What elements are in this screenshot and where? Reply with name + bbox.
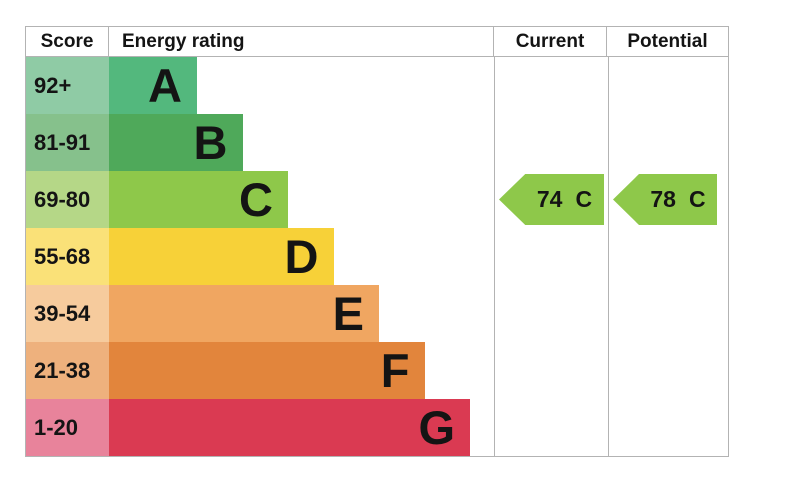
potential-rating-letter: C bbox=[688, 186, 706, 212]
band-bar-e: E bbox=[109, 285, 379, 342]
band-letter-e: E bbox=[332, 287, 364, 340]
band-letter-b: B bbox=[193, 116, 228, 169]
band-score-b: 81-91 bbox=[26, 114, 109, 171]
band-row-a: 92+ A bbox=[26, 57, 728, 114]
band-letter-c: C bbox=[239, 173, 273, 226]
header-current: Current bbox=[494, 27, 607, 56]
band-letter-a: A bbox=[148, 59, 182, 112]
potential-rating-value: 78 bbox=[650, 186, 676, 212]
band-bar-b: B bbox=[109, 114, 243, 171]
epc-header-row: Score Energy rating Current Potential bbox=[26, 27, 728, 57]
band-score-d: 55-68 bbox=[26, 228, 109, 285]
band-letter-d: D bbox=[284, 230, 319, 283]
band-letter-g: G bbox=[418, 401, 455, 454]
band-row-g: 1-20 G bbox=[26, 399, 728, 456]
band-score-a: 92+ bbox=[26, 57, 109, 114]
epc-body: 92+ A 81-91 B 69-80 C 55-68 D 39-54 E 21… bbox=[26, 57, 728, 456]
divider-current-potential bbox=[608, 57, 609, 456]
band-row-b: 81-91 B bbox=[26, 114, 728, 171]
current-rating-letter: C bbox=[575, 186, 593, 212]
band-bar-c: C bbox=[109, 171, 288, 228]
band-bar-g: G bbox=[109, 399, 470, 456]
band-score-g: 1-20 bbox=[26, 399, 109, 456]
current-rating-value: 74 bbox=[536, 186, 563, 212]
band-score-f: 21-38 bbox=[26, 342, 109, 399]
current-rating-arrow: 74 C bbox=[499, 174, 604, 225]
header-potential: Potential bbox=[627, 31, 708, 52]
epc-table: Score Energy rating Current Potential 92… bbox=[25, 26, 729, 457]
band-score-c: 69-80 bbox=[26, 171, 109, 228]
band-row-e: 39-54 E bbox=[26, 285, 728, 342]
band-score-e: 39-54 bbox=[26, 285, 109, 342]
band-row-c: 69-80 C bbox=[26, 171, 728, 228]
header-energy-rating: Energy rating bbox=[109, 27, 494, 56]
band-row-f: 21-38 F bbox=[26, 342, 728, 399]
band-bar-d: D bbox=[109, 228, 334, 285]
header-score: Score bbox=[26, 27, 109, 56]
band-row-d: 55-68 D bbox=[26, 228, 728, 285]
band-bar-f: F bbox=[109, 342, 425, 399]
band-bar-a: A bbox=[109, 57, 197, 114]
band-letter-f: F bbox=[380, 344, 410, 397]
divider-energy-current bbox=[494, 57, 495, 456]
